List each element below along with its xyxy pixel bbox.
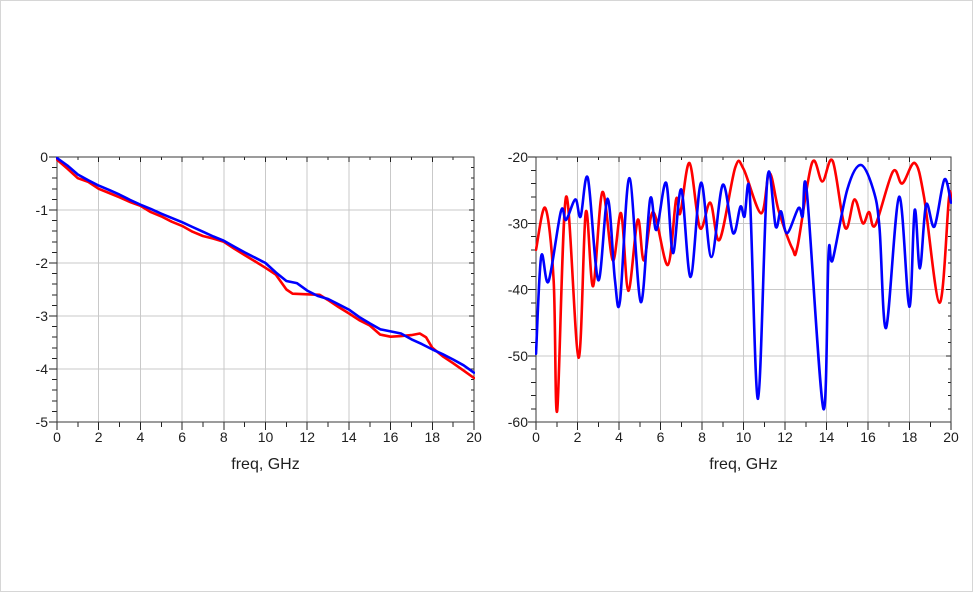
x-tick-label: 18 bbox=[902, 429, 918, 445]
y-tick-label: -4 bbox=[36, 361, 49, 377]
y-tick-label: -3 bbox=[36, 308, 49, 324]
y-tick-label: -2 bbox=[36, 255, 49, 271]
x-tick-label: 8 bbox=[698, 429, 706, 445]
chart-right-plot: 0 2 4 6 8 10 12 14 16 18 20 -20 -30 -40 -50 -60 freq, GH… bbox=[508, 149, 959, 473]
x-tick-label: 4 bbox=[615, 429, 623, 445]
plot-frame bbox=[56, 156, 475, 423]
x-tick-label: 4 bbox=[137, 429, 145, 445]
x-axis-title: freq, GHz bbox=[709, 456, 777, 473]
x-tick-label: 20 bbox=[466, 429, 482, 445]
chart-left-plot: 0 2 4 6 8 10 12 14 16 18 20 0 -1 -2 -3 -4 -5 freq, GHz bbox=[36, 149, 482, 473]
y-tick-label: 0 bbox=[40, 149, 48, 165]
y-tick-label: -5 bbox=[36, 414, 49, 430]
x-tick-label: 6 bbox=[178, 429, 186, 445]
y-tick-label: -1 bbox=[36, 202, 49, 218]
y-tick-label: -40 bbox=[508, 282, 528, 298]
x-tick-label: 10 bbox=[258, 429, 274, 445]
y-tick-label: -30 bbox=[508, 215, 528, 231]
blue-trace bbox=[535, 163, 952, 411]
plot-frame bbox=[535, 156, 952, 423]
red-trace bbox=[535, 158, 952, 414]
x-tick-label: 10 bbox=[736, 429, 752, 445]
x-tick-label: 16 bbox=[860, 429, 876, 445]
y-tick-label: -60 bbox=[508, 414, 528, 430]
x-tick-label: 0 bbox=[532, 429, 540, 445]
x-tick-label: 8 bbox=[220, 429, 228, 445]
x-tick-label: 2 bbox=[574, 429, 582, 445]
x-tick-label: 6 bbox=[657, 429, 665, 445]
x-tick-label: 20 bbox=[943, 429, 959, 445]
x-tick-label: 0 bbox=[53, 429, 61, 445]
red-trace bbox=[56, 158, 475, 380]
x-tick-label: 14 bbox=[819, 429, 835, 445]
x-tick-label: 16 bbox=[383, 429, 399, 445]
y-tick-label: -50 bbox=[508, 348, 528, 364]
y-tick-label: -20 bbox=[508, 149, 528, 165]
x-tick-label: 12 bbox=[777, 429, 793, 445]
blue-trace bbox=[56, 156, 475, 374]
x-axis-title: freq, GHz bbox=[231, 456, 299, 473]
x-tick-label: 18 bbox=[425, 429, 441, 445]
x-tick-label: 14 bbox=[341, 429, 357, 445]
x-tick-label: 12 bbox=[299, 429, 315, 445]
x-tick-label: 2 bbox=[95, 429, 103, 445]
